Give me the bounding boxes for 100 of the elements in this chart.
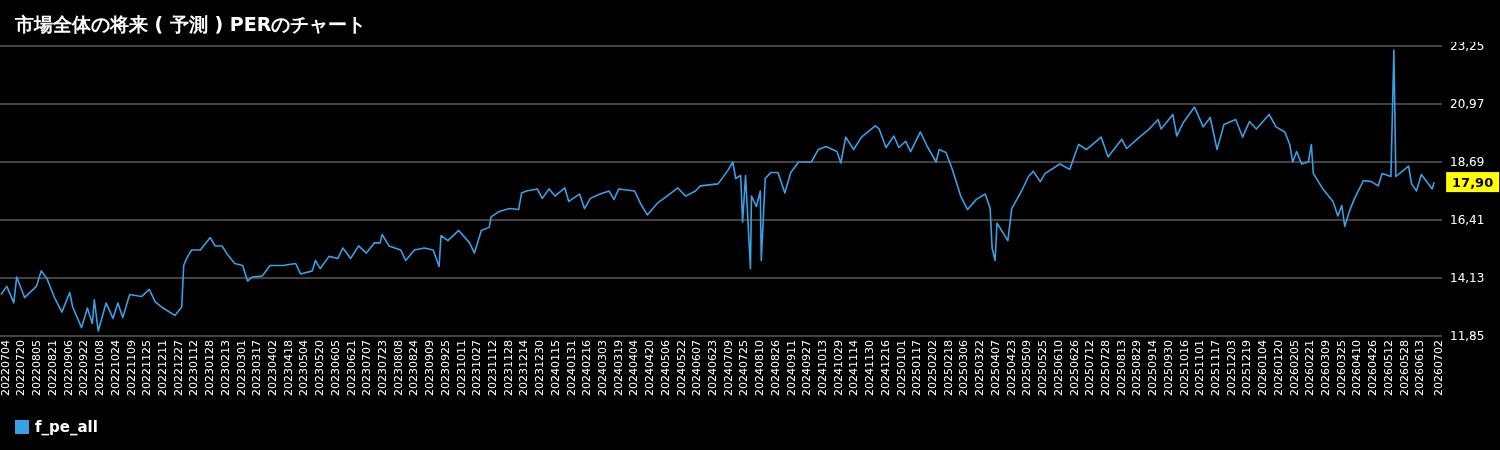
x-tick-label: 20241029 xyxy=(831,340,845,396)
x-tick-label: 20251016 xyxy=(1177,340,1191,396)
x-tick-label: 20240131 xyxy=(564,340,578,396)
x-tick-label: 20240115 xyxy=(548,340,562,396)
x-tick-label: 20230112 xyxy=(187,340,201,396)
x-tick-label: 20240927 xyxy=(800,340,814,396)
y-tick-label: 23,25 xyxy=(1450,39,1485,54)
x-tick-label: 20240216 xyxy=(580,340,594,396)
x-tick-label: 20230707 xyxy=(360,340,374,396)
x-tick-label: 20231230 xyxy=(533,340,547,396)
x-tick-label: 20250322 xyxy=(973,340,987,396)
x-tick-label: 20230504 xyxy=(297,340,311,396)
x-tick-label: 20260309 xyxy=(1318,340,1332,396)
x-tick-label: 20250306 xyxy=(957,340,971,396)
y-tick-label: 11,85 xyxy=(1450,329,1485,344)
x-tick-label: 20260613 xyxy=(1413,340,1427,396)
x-tick-label: 20250202 xyxy=(926,340,940,396)
x-tick-label: 20240404 xyxy=(627,340,641,396)
x-tick-label: 20221024 xyxy=(108,340,122,396)
x-tick-label: 20260702 xyxy=(1431,340,1445,396)
x-tick-label: 20260325 xyxy=(1334,340,1348,396)
x-tick-label: 20230909 xyxy=(423,340,437,396)
x-tick-label: 20250728 xyxy=(1098,340,1112,396)
x-tick-label: 20240607 xyxy=(690,340,704,396)
x-tick-label: 20220805 xyxy=(30,340,44,396)
x-tick-label: 20241013 xyxy=(816,340,830,396)
x-tick-label: 20240709 xyxy=(721,340,735,396)
x-tick-label: 20230402 xyxy=(265,340,279,396)
x-tick-label: 20240506 xyxy=(658,340,672,396)
x-tick-label: 20230723 xyxy=(375,340,389,396)
x-tick-label: 20250610 xyxy=(1051,340,1065,396)
x-tick-label: 20260426 xyxy=(1366,340,1380,396)
x-tick-label: 20220922 xyxy=(77,340,91,396)
x-tick-label: 20221125 xyxy=(140,340,154,396)
x-tick-label: 20221109 xyxy=(124,340,138,396)
x-tick-label: 20230128 xyxy=(203,340,217,396)
x-tick-label: 20230317 xyxy=(250,340,264,396)
x-tick-label: 20230808 xyxy=(391,340,405,396)
x-tick-label: 20221008 xyxy=(93,340,107,396)
line-series xyxy=(0,49,1435,332)
x-tick-label: 20260528 xyxy=(1397,340,1411,396)
x-tick-label: 20260104 xyxy=(1256,340,1270,396)
x-tick-label: 20240420 xyxy=(643,340,657,396)
x-tick-label: 20230824 xyxy=(407,340,421,396)
x-tick-label: 20250930 xyxy=(1161,340,1175,396)
x-tick-label: 20250914 xyxy=(1146,340,1160,396)
x-tick-label: 20250509 xyxy=(1020,340,1034,396)
x-tick-label: 20231112 xyxy=(486,340,500,396)
x-tick-label: 20241114 xyxy=(847,340,861,396)
x-tick-label: 20251203 xyxy=(1224,340,1238,396)
x-tick-label: 20231214 xyxy=(517,340,531,396)
x-tick-label: 20230605 xyxy=(328,340,342,396)
x-tick-label: 20250407 xyxy=(988,340,1002,396)
x-tick-label: 20240725 xyxy=(737,340,751,396)
x-tick-label: 20240319 xyxy=(611,340,625,396)
x-tick-label: 20230520 xyxy=(313,340,327,396)
x-tick-label: 20260512 xyxy=(1381,340,1395,396)
x-tick-label: 20221211 xyxy=(155,340,169,396)
x-tick-label: 20231011 xyxy=(454,340,468,396)
x-tick-label: 20241216 xyxy=(878,340,892,396)
x-tick-label: 20250829 xyxy=(1130,340,1144,396)
x-tick-label: 20220906 xyxy=(61,340,75,396)
x-tick-label: 20250813 xyxy=(1114,340,1128,396)
annotation: 17,90 xyxy=(1452,175,1494,191)
chart-title: 市場全体の将来 ( 予測 ) PERのチャート xyxy=(15,13,367,35)
x-tick-label: 20240303 xyxy=(596,340,610,396)
y-tick-label: 16,41 xyxy=(1450,213,1485,228)
x-tick-label: 20241130 xyxy=(863,340,877,396)
x-tick-label: 20250626 xyxy=(1067,340,1081,396)
x-tick-label: 20251117 xyxy=(1208,340,1222,396)
y-tick-label: 18,69 xyxy=(1450,155,1485,170)
x-tick-label: 20240911 xyxy=(784,340,798,396)
x-tick-label: 20230301 xyxy=(234,340,248,396)
x-tick-label: 20260221 xyxy=(1303,340,1317,396)
x-tick-label: 20230621 xyxy=(344,340,358,396)
legend-label: f_pe_all xyxy=(34,418,98,436)
x-tick-label: 20240623 xyxy=(706,340,720,396)
x-tick-label: 20250117 xyxy=(910,340,924,396)
x-tick-label: 20230213 xyxy=(218,340,232,396)
x-tick-label: 20240522 xyxy=(674,340,688,396)
x-tick-label: 20251219 xyxy=(1240,340,1254,396)
x-tick-label: 20220720 xyxy=(14,340,28,396)
x-tick-label: 20250101 xyxy=(894,340,908,396)
x-tick-label: 20220821 xyxy=(45,340,59,396)
x-tick-label: 20231027 xyxy=(470,340,484,396)
y-tick-label: 14,13 xyxy=(1450,271,1485,286)
y-tick-label: 20,97 xyxy=(1450,97,1485,112)
x-tick-label: 20240810 xyxy=(753,340,767,396)
x-tick-label: 20260410 xyxy=(1350,340,1364,396)
x-tick-label: 20250525 xyxy=(1036,340,1050,396)
x-tick-label: 20250218 xyxy=(941,340,955,396)
x-tick-label: 20230418 xyxy=(281,340,295,396)
x-tick-label: 20260120 xyxy=(1271,340,1285,396)
x-tick-label: 20240826 xyxy=(768,340,782,396)
x-tick-label: 20221227 xyxy=(171,340,185,396)
x-tick-label: 20220704 xyxy=(0,340,12,396)
x-tick-label: 20260205 xyxy=(1287,340,1301,396)
x-tick-label: 20230925 xyxy=(438,340,452,396)
x-tick-label: 20231128 xyxy=(501,340,515,396)
x-tick-label: 20250423 xyxy=(1004,340,1018,396)
